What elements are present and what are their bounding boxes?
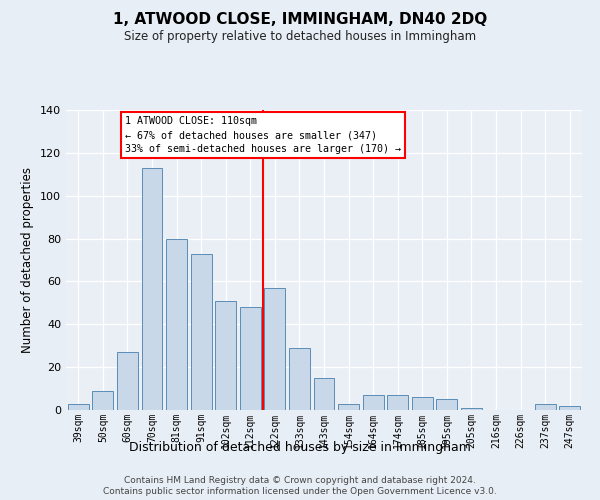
Text: Distribution of detached houses by size in Immingham: Distribution of detached houses by size … [129,441,471,454]
Bar [215,300,236,410]
Bar [117,352,138,410]
Text: 1 ATWOOD CLOSE: 110sqm
← 67% of detached houses are smaller (347)
33% of semi-de: 1 ATWOOD CLOSE: 110sqm ← 67% of detached… [125,116,401,154]
Bar [436,400,457,410]
Text: Size of property relative to detached houses in Immingham: Size of property relative to detached ho… [124,30,476,43]
Bar [314,378,334,410]
Text: 1, ATWOOD CLOSE, IMMINGHAM, DN40 2DQ: 1, ATWOOD CLOSE, IMMINGHAM, DN40 2DQ [113,12,487,28]
Bar [362,395,383,410]
Y-axis label: Number of detached properties: Number of detached properties [22,167,34,353]
Text: Contains public sector information licensed under the Open Government Licence v3: Contains public sector information licen… [103,488,497,496]
Bar [191,254,212,410]
Bar [166,238,187,410]
Bar [461,408,482,410]
Bar [142,168,163,410]
Bar [68,404,89,410]
Bar [240,307,261,410]
Bar [338,404,359,410]
Bar [559,406,580,410]
Bar [289,348,310,410]
Bar [535,404,556,410]
Bar [265,288,286,410]
Bar [92,390,113,410]
Text: Contains HM Land Registry data © Crown copyright and database right 2024.: Contains HM Land Registry data © Crown c… [124,476,476,485]
Bar [387,395,408,410]
Bar [412,397,433,410]
